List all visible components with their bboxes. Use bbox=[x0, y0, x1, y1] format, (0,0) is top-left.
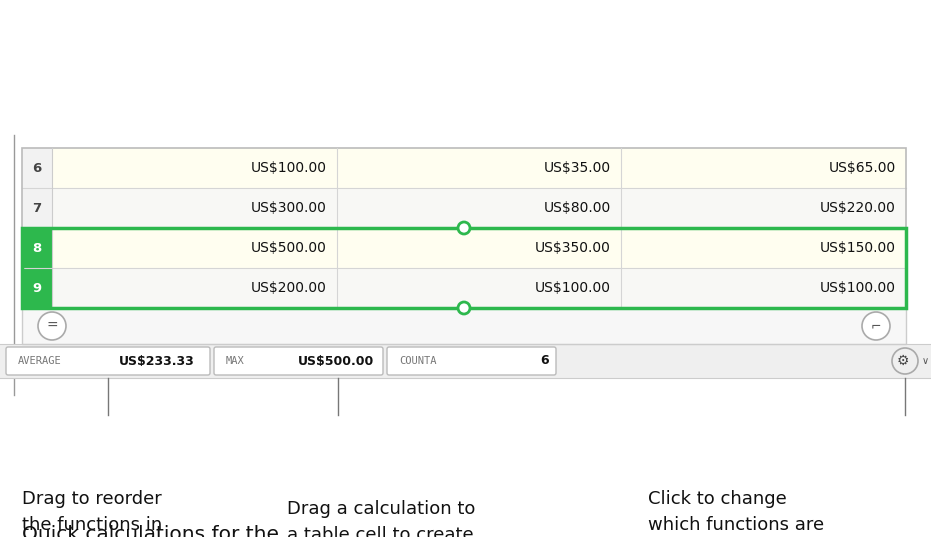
Text: 6: 6 bbox=[33, 162, 42, 175]
Text: ⚙: ⚙ bbox=[897, 354, 910, 368]
Text: 9: 9 bbox=[33, 281, 42, 294]
Text: =: = bbox=[47, 319, 58, 333]
Text: Drag to reorder
the functions in
the bar.: Drag to reorder the functions in the bar… bbox=[22, 490, 162, 537]
Text: ∨: ∨ bbox=[922, 356, 929, 366]
Circle shape bbox=[862, 312, 890, 340]
Text: US$100.00: US$100.00 bbox=[251, 161, 327, 175]
Bar bbox=[337, 228, 621, 268]
Text: MAX: MAX bbox=[226, 356, 245, 366]
FancyBboxPatch shape bbox=[214, 347, 383, 375]
Text: Click to change
which functions are
shown in the Quick
Calculations bar.: Click to change which functions are show… bbox=[648, 490, 824, 537]
Text: 6: 6 bbox=[540, 354, 549, 367]
Text: US$350.00: US$350.00 bbox=[535, 241, 611, 255]
Bar bbox=[22, 228, 906, 308]
Text: US$65.00: US$65.00 bbox=[829, 161, 896, 175]
Bar bbox=[0, 344, 931, 378]
Bar bbox=[621, 148, 906, 188]
Text: ⌐: ⌐ bbox=[870, 320, 882, 332]
Text: US$200.00: US$200.00 bbox=[251, 281, 327, 295]
Bar bbox=[337, 268, 621, 308]
Text: US$300.00: US$300.00 bbox=[251, 201, 327, 215]
Text: US$150.00: US$150.00 bbox=[820, 241, 896, 255]
Bar bbox=[22, 148, 906, 308]
Text: US$100.00: US$100.00 bbox=[820, 281, 896, 295]
Text: US$233.33: US$233.33 bbox=[119, 354, 195, 367]
Circle shape bbox=[38, 312, 66, 340]
Bar bbox=[22, 148, 52, 188]
Bar bbox=[621, 228, 906, 268]
Bar bbox=[22, 188, 52, 228]
Bar bbox=[52, 228, 337, 268]
FancyBboxPatch shape bbox=[387, 347, 556, 375]
Bar bbox=[22, 268, 52, 308]
Bar bbox=[22, 228, 52, 268]
Bar bbox=[22, 308, 906, 344]
Text: 8: 8 bbox=[33, 242, 42, 255]
Text: US$80.00: US$80.00 bbox=[544, 201, 611, 215]
Text: Quick calculations for the
selected cells appear at
the bottom of the window.: Quick calculations for the selected cell… bbox=[22, 525, 288, 537]
Bar bbox=[52, 268, 337, 308]
Text: AVERAGE: AVERAGE bbox=[18, 356, 61, 366]
Bar bbox=[337, 148, 621, 188]
Text: COUNTA: COUNTA bbox=[399, 356, 437, 366]
Circle shape bbox=[458, 222, 470, 234]
Text: US$100.00: US$100.00 bbox=[535, 281, 611, 295]
Bar bbox=[52, 188, 337, 228]
Bar bbox=[621, 268, 906, 308]
Circle shape bbox=[892, 348, 918, 374]
Bar bbox=[337, 188, 621, 228]
Text: Drag a calculation to
a table cell to create
a formula with that
calculation.: Drag a calculation to a table cell to cr… bbox=[287, 500, 476, 537]
Bar bbox=[52, 148, 337, 188]
Text: US$500.00: US$500.00 bbox=[298, 354, 374, 367]
Bar bbox=[621, 188, 906, 228]
Circle shape bbox=[458, 302, 470, 314]
Text: US$220.00: US$220.00 bbox=[820, 201, 896, 215]
Text: US$500.00: US$500.00 bbox=[251, 241, 327, 255]
Text: US$35.00: US$35.00 bbox=[544, 161, 611, 175]
Text: 7: 7 bbox=[33, 201, 42, 214]
FancyBboxPatch shape bbox=[6, 347, 210, 375]
